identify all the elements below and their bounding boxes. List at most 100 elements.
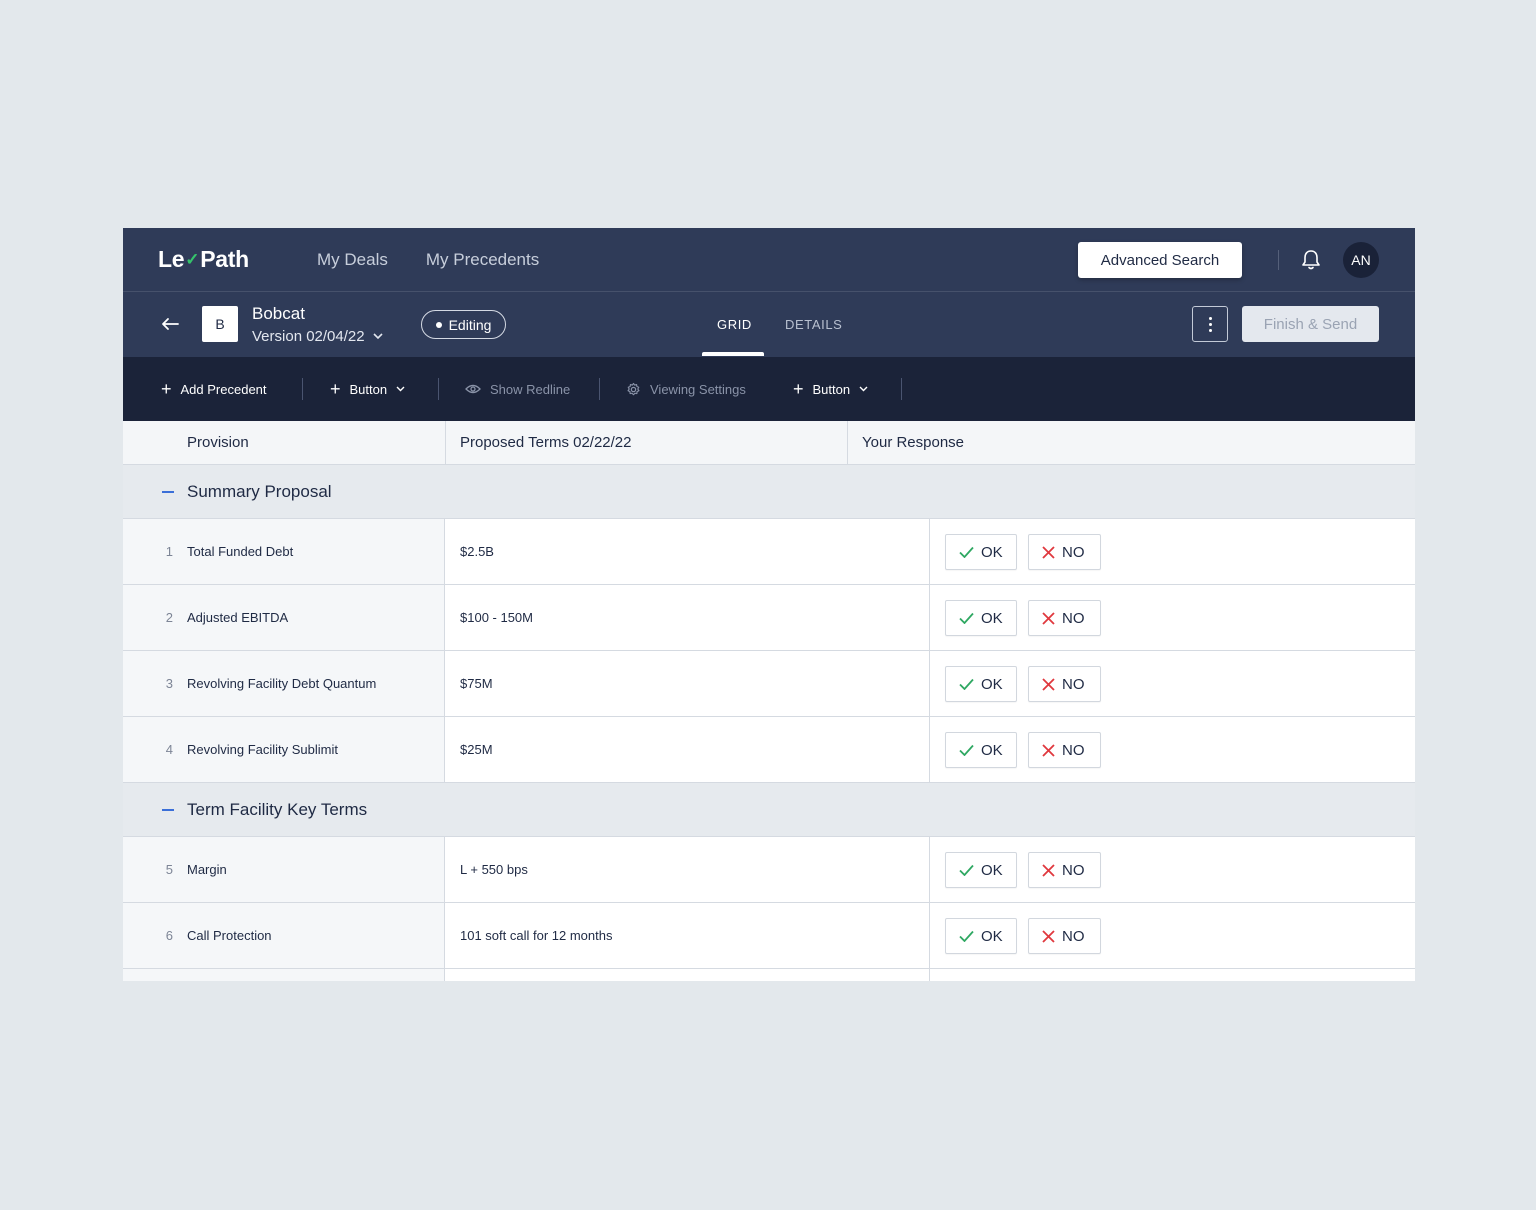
chevron-down-icon — [396, 386, 405, 392]
toolbar-divider — [438, 378, 439, 400]
table-row: 4 Revolving Facility Sublimit $25M OK NO — [123, 717, 1415, 783]
provision-cell: 1 Total Funded Debt — [123, 519, 445, 584]
provision-cell — [123, 969, 445, 981]
provision-cell: 5 Margin — [123, 837, 445, 902]
version-dropdown[interactable]: Version 02/04/22 — [252, 328, 383, 345]
app-window: Le ✓ Path My Deals My Precedents Advanced … — [123, 228, 1415, 981]
ok-button[interactable]: OK — [945, 666, 1017, 702]
back-arrow-icon[interactable] — [159, 312, 181, 336]
add-precedent-button[interactable]: + Add Precedent — [161, 357, 267, 421]
ok-label: OK — [981, 741, 1003, 759]
no-button[interactable]: NO — [1028, 534, 1101, 570]
levpath-logo[interactable]: Le ✓ Path — [158, 246, 249, 273]
header-proposed-terms[interactable]: Proposed Terms 02/22/22 — [460, 434, 632, 451]
active-tab-indicator — [702, 352, 764, 356]
table-row: 5 Margin L + 550 bps OK NO — [123, 837, 1415, 903]
proposed-term-value: $75M — [460, 676, 493, 691]
provision-cell: 2 Adjusted EBITDA — [123, 585, 445, 650]
no-label: NO — [1062, 861, 1085, 879]
ok-button[interactable]: OK — [945, 534, 1017, 570]
proposed-term-cell[interactable]: $25M — [445, 717, 930, 782]
table-row-partial — [123, 969, 1415, 981]
plus-icon: + — [330, 379, 341, 399]
proposed-term-cell[interactable]: 101 soft call for 12 months — [445, 903, 930, 968]
ok-label: OK — [981, 543, 1003, 561]
finish-send-button[interactable]: Finish & Send — [1242, 306, 1379, 342]
no-label: NO — [1062, 675, 1085, 693]
advanced-search-button[interactable]: Advanced Search — [1078, 242, 1242, 278]
deal-name: Bobcat — [252, 304, 305, 323]
proposed-term-cell[interactable]: $2.5B — [445, 519, 930, 584]
grid-header: Provision Proposed Terms 02/22/22 Your R… — [123, 421, 1415, 465]
nav-my-precedents[interactable]: My Precedents — [425, 250, 540, 269]
provision-name: Call Protection — [187, 928, 272, 943]
ok-button[interactable]: OK — [945, 600, 1017, 636]
user-avatar[interactable]: AN — [1343, 242, 1379, 278]
no-label: NO — [1062, 741, 1085, 759]
viewing-settings-button[interactable]: Viewing Settings — [626, 357, 746, 421]
ok-button[interactable]: OK — [945, 732, 1017, 768]
more-options-icon[interactable] — [1192, 306, 1228, 342]
proposed-term-cell[interactable]: L + 550 bps — [445, 837, 930, 902]
tab-details[interactable]: DETAILS — [785, 317, 843, 332]
close-icon — [1042, 611, 1055, 625]
no-button[interactable]: NO — [1028, 666, 1101, 702]
row-number: 1 — [165, 544, 173, 559]
proposed-term-cell[interactable]: $100 - 150M — [445, 585, 930, 650]
version-label: Version 02/04/22 — [252, 328, 365, 345]
provision-name: Total Funded Debt — [187, 544, 294, 559]
no-button[interactable]: NO — [1028, 918, 1101, 954]
no-button[interactable]: NO — [1028, 600, 1101, 636]
ok-button[interactable]: OK — [945, 852, 1017, 888]
proposed-term-cell[interactable]: $75M — [445, 651, 930, 716]
show-redline-label: Show Redline — [490, 381, 571, 397]
table-row: 1 Total Funded Debt $2.5B OK NO — [123, 519, 1415, 585]
ok-button[interactable]: OK — [945, 918, 1017, 954]
check-icon — [959, 546, 974, 558]
header-divider — [445, 421, 446, 464]
show-redline-button[interactable]: Show Redline — [465, 357, 570, 421]
chevron-down-icon — [373, 333, 383, 340]
bell-icon[interactable] — [1300, 248, 1322, 272]
close-icon — [1042, 677, 1055, 691]
tab-grid[interactable]: GRID — [717, 317, 752, 332]
status-label: Editing — [448, 316, 492, 333]
ok-label: OK — [981, 861, 1003, 879]
check-icon — [959, 678, 974, 690]
proposed-term-value: $100 - 150M — [460, 610, 533, 625]
group-title: Summary Proposal — [187, 482, 332, 501]
header-your-response[interactable]: Your Response — [862, 434, 965, 451]
proposed-term-value: $2.5B — [460, 544, 494, 559]
editing-status-pill[interactable]: Editing — [421, 310, 506, 339]
deal-header: B Bobcat Version 02/04/22 Editing GRID D… — [123, 292, 1415, 357]
provision-name: Revolving Facility Sublimit — [187, 742, 338, 757]
toolbar-button-2[interactable]: + Button — [793, 357, 868, 421]
group-term-facility-key-terms: Term Facility Key Terms — [123, 783, 1415, 837]
nav-my-deals[interactable]: My Deals — [317, 250, 388, 269]
row-number: 5 — [165, 862, 173, 877]
no-button[interactable]: NO — [1028, 732, 1101, 768]
nav-links: My Deals My Precedents — [317, 250, 539, 270]
header-provision[interactable]: Provision — [187, 434, 249, 451]
check-icon — [959, 930, 974, 942]
provision-cell: 6 Call Protection — [123, 903, 445, 968]
proposed-term-value: L + 550 bps — [460, 862, 528, 877]
close-icon — [1042, 863, 1055, 877]
no-button[interactable]: NO — [1028, 852, 1101, 888]
no-label: NO — [1062, 609, 1085, 627]
table-row: 2 Adjusted EBITDA $100 - 150M OK NO — [123, 585, 1415, 651]
proposed-term-value: 101 soft call for 12 months — [460, 928, 613, 943]
collapse-minus-icon[interactable] — [162, 809, 174, 811]
check-icon — [959, 744, 974, 756]
header-divider — [847, 421, 848, 464]
toolbar-button-1[interactable]: + Button — [330, 357, 405, 421]
proposed-term-cell[interactable] — [445, 969, 930, 981]
grid-toolbar: + Add Precedent + Button Show Redline Vi… — [123, 357, 1415, 421]
toolbar-button-1-label: Button — [349, 381, 388, 397]
provision-cell: 4 Revolving Facility Sublimit — [123, 717, 445, 782]
add-precedent-label: Add Precedent — [180, 381, 267, 397]
logo-text-right: Path — [200, 246, 249, 272]
nav-divider — [1278, 250, 1279, 270]
collapse-minus-icon[interactable] — [162, 491, 174, 493]
close-icon — [1042, 545, 1055, 559]
